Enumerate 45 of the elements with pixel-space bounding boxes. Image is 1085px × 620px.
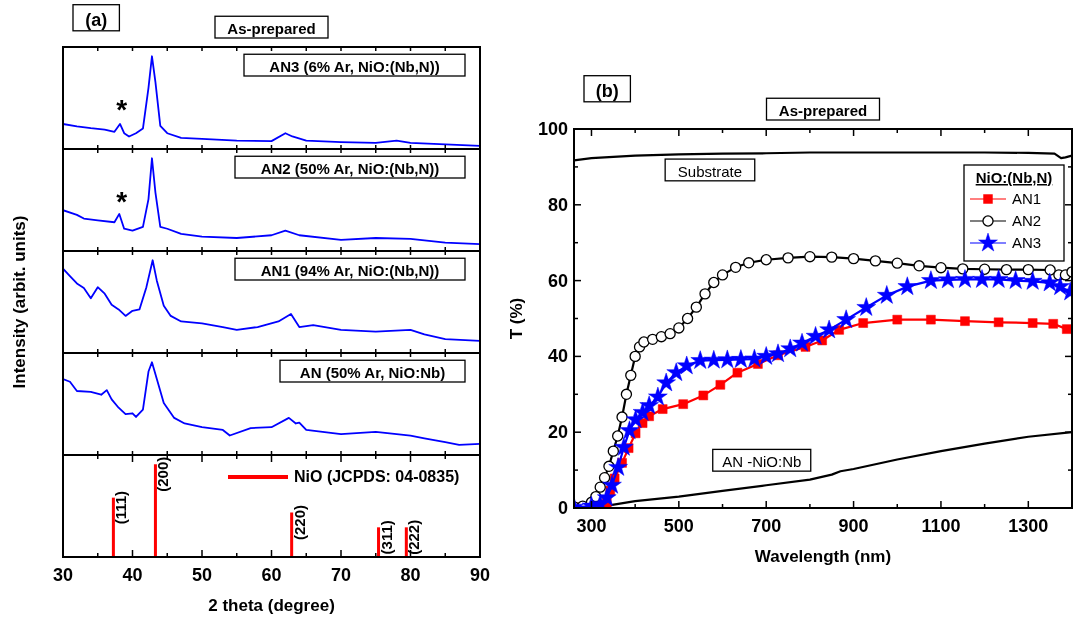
x-axis-title: Wavelength (nm): [754, 547, 892, 566]
x-axis-title: 2 theta (degree): [208, 596, 335, 615]
y-tick-label: 40: [547, 346, 568, 367]
annotation: *: [116, 185, 128, 217]
x-tick-label: 700: [751, 516, 782, 536]
annotation: AN2 (50% Ar, NiO:(Nb,N)): [260, 159, 440, 177]
chart-title: As-prepared: [778, 101, 868, 119]
x-tick-label: 500: [663, 516, 694, 536]
annotation: (222): [405, 519, 423, 555]
y-tick-label: 0: [557, 498, 568, 518]
x-tick-label: 300: [576, 516, 607, 536]
y-tick-label: 60: [547, 270, 568, 291]
annotation: (200): [154, 456, 172, 492]
annotation: AN3 (6% Ar, NiO:(Nb,N)): [269, 57, 440, 75]
y-axis-title: Intensity (arbit. units): [10, 215, 29, 389]
x-tick-label: 1300: [1008, 516, 1049, 536]
y-axis-title: T (%): [507, 297, 526, 340]
x-tick-label: 30: [52, 565, 74, 585]
annotation: (111): [112, 490, 130, 525]
y-tick-label: 20: [547, 422, 568, 443]
y-tick-label: 80: [547, 194, 568, 215]
text: (a): [85, 9, 108, 30]
x-tick-label: 60: [261, 565, 282, 585]
legend-label: AN3: [1012, 234, 1042, 251]
annotation: Substrate: [677, 162, 743, 180]
x-tick-label: 1100: [921, 516, 961, 536]
x-tick-label: 50: [191, 565, 213, 585]
legend-label: AN1: [1012, 190, 1042, 207]
annotation: AN -NiO:Nb: [722, 452, 802, 470]
chart-title: As-prepared: [227, 19, 316, 37]
annotation: (220): [290, 504, 308, 541]
x-tick-label: 900: [838, 516, 869, 536]
annotation: *: [116, 94, 128, 126]
text: (b): [595, 80, 619, 101]
annotation: (311): [377, 520, 395, 555]
legend-title: NiO:(Nb,N): [975, 169, 1053, 186]
legend-label: NiO (JCPDS: 04-0835): [294, 468, 460, 485]
x-tick-label: 80: [400, 565, 421, 585]
legend-label: AN2: [1012, 212, 1042, 229]
y-tick-label: 100: [537, 119, 568, 139]
x-tick-label: 90: [469, 565, 491, 585]
x-tick-label: 40: [122, 565, 143, 585]
annotation: AN1 (94% Ar, NiO:(Nb,N)): [260, 261, 440, 279]
annotation: AN (50% Ar, NiO:Nb): [299, 363, 446, 381]
x-tick-label: 70: [330, 565, 352, 585]
